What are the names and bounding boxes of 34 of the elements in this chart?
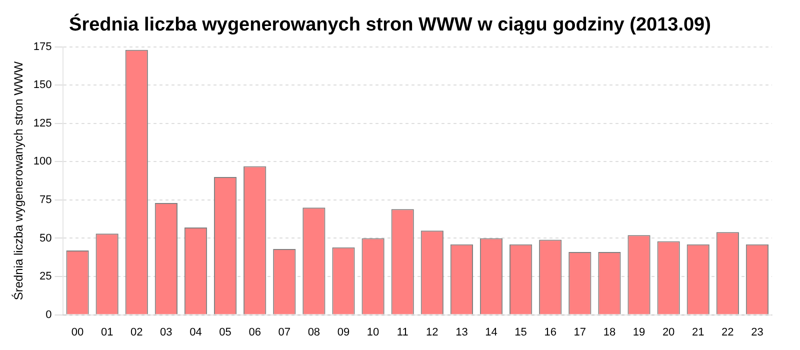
x-tick-label: 04: [190, 326, 202, 338]
x-tick-label: 15: [514, 326, 527, 338]
y-tick-label: 0: [46, 308, 52, 321]
y-tick-label: 100: [33, 156, 52, 168]
y-tick-label: 75: [40, 194, 52, 206]
x-tick-label: 16: [544, 326, 556, 338]
x-tick-label: 17: [574, 326, 586, 338]
x-tick-label: 03: [160, 326, 172, 338]
x-tick-label: 09: [337, 326, 350, 338]
x-tick-label: 18: [603, 326, 616, 338]
x-tick-label: 11: [396, 326, 408, 338]
x-tick-label: 02: [130, 326, 143, 338]
x-tick-label: 10: [366, 326, 380, 338]
y-tick-label: 125: [33, 117, 52, 130]
x-tick-label: 22: [722, 326, 734, 338]
x-tick-label: 23: [751, 326, 764, 338]
y-axis-title: Średnia liczba wygenerowanych stron WWW: [12, 60, 26, 300]
x-tick-label: 07: [278, 326, 291, 338]
y-tick-label: 50: [40, 232, 52, 244]
x-tick-label: 06: [248, 326, 261, 338]
x-tick-label: 20: [662, 326, 675, 338]
x-tick-label: 05: [219, 326, 232, 338]
x-tick-label: 08: [308, 326, 320, 338]
y-tick-label: 175: [33, 40, 52, 53]
x-tick-label: 13: [456, 326, 468, 338]
chart-title: Średnia liczba wygenerowanych stron WWW w ciągu godziny (2013.09): [69, 14, 711, 36]
x-tick-label: 19: [632, 326, 646, 338]
x-tick-label: 12: [426, 326, 438, 338]
y-tick-label: 150: [33, 79, 52, 92]
x-tick-label: 21: [692, 326, 704, 338]
x-tick-label: 01: [100, 326, 114, 338]
x-tick-label: 00: [71, 326, 84, 338]
x-tick-label: 14: [485, 326, 498, 338]
y-tick-label: 25: [40, 270, 52, 283]
